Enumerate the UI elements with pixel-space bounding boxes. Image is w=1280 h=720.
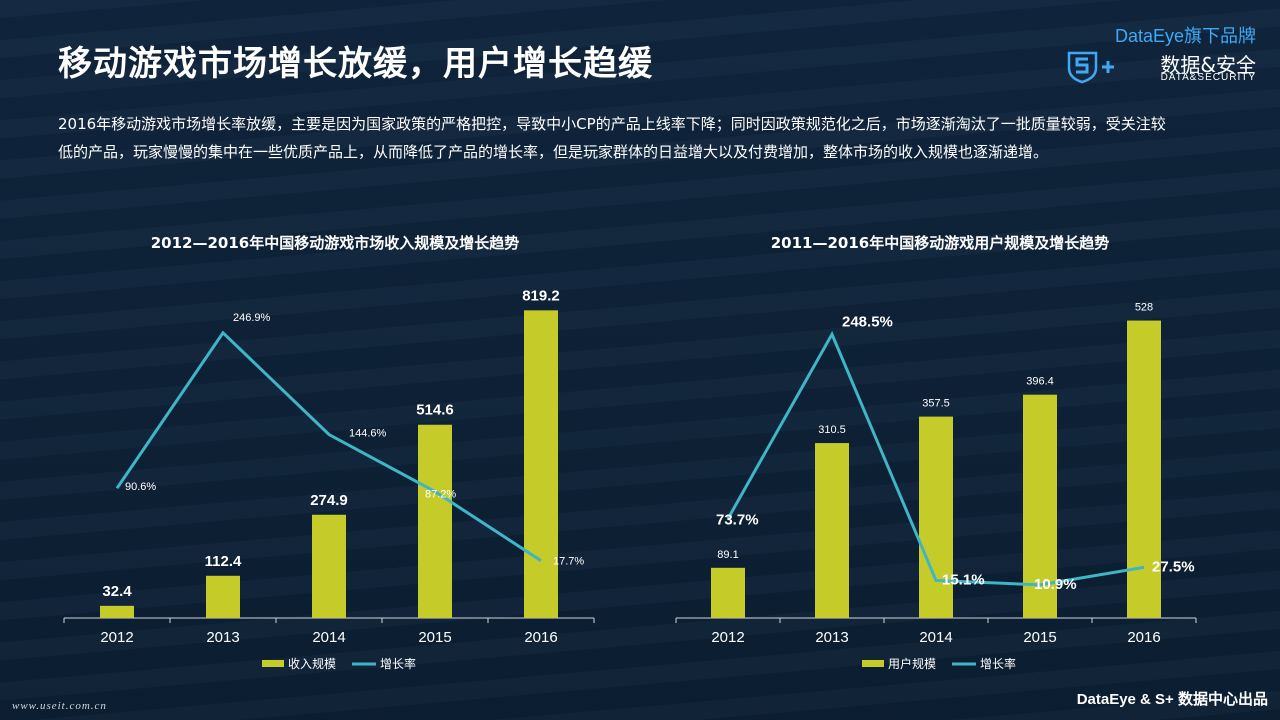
x-tick-label: 2013 bbox=[815, 629, 848, 646]
bar-value-label: 514.6 bbox=[416, 402, 454, 419]
page-title: 移动游戏市场增长放缓，用户增长趋缓 bbox=[58, 44, 653, 84]
line-value-label: 248.5% bbox=[842, 313, 893, 330]
legend-line-label: 增长率 bbox=[980, 656, 1016, 671]
summary-paragraph: 2016年移动游戏市场增长率放缓，主要是因为国家政策的严格把控，导致中小CP的产… bbox=[58, 115, 1166, 161]
line-value-label: 15.1% bbox=[942, 571, 985, 588]
legend-line-label: 增长率 bbox=[380, 656, 416, 671]
x-tick-label: 2015 bbox=[1023, 629, 1056, 646]
x-tick-label: 2014 bbox=[312, 629, 345, 646]
line-value-label: 17.7% bbox=[553, 556, 584, 568]
line-value-label: 144.6% bbox=[349, 428, 387, 440]
brand-block: DataEye旗下品牌 数据&安全 DATA&SECURITY bbox=[1066, 14, 1256, 84]
line-value-label: 87.2% bbox=[425, 489, 456, 501]
footer-credit: DataEye & S+ 数据中心出品 bbox=[1076, 691, 1268, 708]
bar bbox=[919, 416, 953, 618]
x-tick-label: 2016 bbox=[524, 629, 557, 646]
bar bbox=[524, 310, 558, 618]
legend-bar-label: 用户规模 bbox=[888, 656, 936, 671]
line-value-label: 246.9% bbox=[233, 312, 271, 324]
footer-watermark: www.useit.com.cn bbox=[12, 700, 107, 712]
bar bbox=[711, 567, 745, 618]
growth-rate-line bbox=[726, 330, 1145, 587]
brand-name-en: DATA&SECURITY bbox=[1160, 72, 1256, 83]
bar bbox=[100, 605, 134, 618]
bar-value-label: 32.4 bbox=[102, 583, 132, 600]
x-tick-label: 2015 bbox=[418, 629, 451, 646]
bar-value-label: 89.1 bbox=[717, 549, 738, 561]
bar-value-label: 357.5 bbox=[922, 398, 950, 410]
x-tick-label: 2013 bbox=[206, 629, 239, 646]
line-value-label: 27.5% bbox=[1152, 558, 1195, 575]
bar bbox=[418, 424, 452, 618]
bar bbox=[1023, 394, 1057, 618]
legend-bar-label: 收入规模 bbox=[288, 656, 336, 671]
bar bbox=[312, 514, 346, 618]
bar-value-label: 528 bbox=[1135, 302, 1153, 314]
x-tick-label: 2016 bbox=[1127, 629, 1160, 646]
bar-value-label: 396.4 bbox=[1026, 376, 1054, 388]
brand-name-cn: 数据&安全 bbox=[1160, 53, 1256, 77]
brand-tagline: DataEye旗下品牌 bbox=[1114, 26, 1256, 46]
chart1-title: 2012—2016年中国移动游戏市场收入规模及增长趋势 bbox=[150, 234, 520, 252]
line-value-label: 73.7% bbox=[716, 512, 759, 529]
s-plus-shield-icon bbox=[1067, 51, 1114, 84]
bar-value-label: 274.9 bbox=[310, 492, 348, 509]
legend-bar-swatch bbox=[262, 660, 284, 667]
chart2-title: 2011—2016年中国移动游戏用户规模及增长趋势 bbox=[770, 234, 1110, 252]
growth-rate-line bbox=[115, 330, 542, 562]
x-tick-label: 2012 bbox=[711, 629, 744, 646]
bar-value-label: 819.2 bbox=[522, 287, 560, 304]
bar bbox=[206, 575, 240, 618]
bar-value-label: 310.5 bbox=[818, 424, 846, 436]
line-value-label: 10.9% bbox=[1034, 576, 1077, 593]
bar bbox=[815, 443, 849, 618]
line-value-label: 90.6% bbox=[125, 481, 156, 493]
x-tick-label: 2012 bbox=[100, 629, 133, 646]
bar-value-label: 112.4 bbox=[205, 553, 242, 570]
x-tick-label: 2014 bbox=[919, 629, 952, 646]
legend-bar-swatch bbox=[862, 660, 884, 667]
